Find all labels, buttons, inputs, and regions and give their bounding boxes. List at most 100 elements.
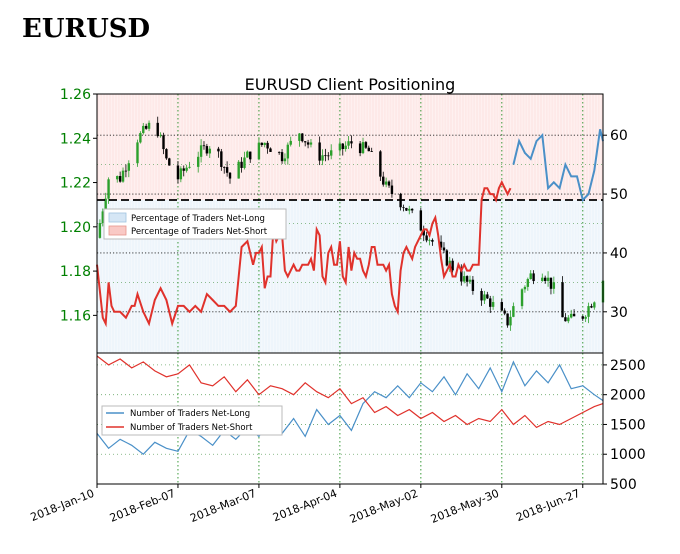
price-tick-label: 1.16 (60, 308, 91, 324)
legend-box (103, 208, 287, 240)
candle-body (364, 142, 368, 148)
candle-body (402, 207, 405, 209)
candle-body (463, 276, 466, 282)
candle-body (199, 145, 203, 157)
candle-body (367, 147, 370, 152)
candle-body (185, 167, 188, 171)
candle-body (572, 313, 576, 317)
candle-body (569, 313, 573, 318)
candle-body (445, 250, 449, 266)
candle-body (277, 151, 281, 153)
candle-body (327, 155, 330, 157)
candle-body (121, 170, 125, 182)
candle-body (350, 141, 353, 144)
candle-body (587, 306, 590, 317)
candle-body (387, 181, 391, 186)
candle-body (306, 142, 310, 145)
candle-body (442, 247, 446, 251)
series-pct-net-long (512, 129, 604, 202)
candle-body (116, 176, 119, 180)
x-tick-label: 2018-Apr-04 (271, 487, 339, 525)
candle-body (341, 143, 344, 150)
candle-body (549, 277, 553, 289)
candle-body (144, 125, 148, 129)
candle-body (590, 306, 593, 308)
candle-body (309, 142, 313, 145)
pct-tick-label: 40 (610, 246, 628, 262)
candle-body (257, 142, 261, 160)
candle-body (286, 144, 290, 159)
candle-body (506, 313, 509, 326)
candle-body (127, 163, 131, 171)
candle-body (321, 155, 324, 161)
count-tick-label: 1000 (610, 447, 646, 463)
price-tick-label: 1.22 (60, 176, 91, 192)
candle-body (451, 260, 454, 271)
candle-body (408, 208, 411, 211)
candle-body (523, 286, 527, 290)
candle-body (581, 316, 584, 319)
candle-body (532, 273, 535, 282)
positioning-panel: 1.16 1.18 1.20 1.22 1.24 1.26 30 40 50 60 Percen… (60, 87, 628, 354)
series-count-net-long (96, 360, 604, 456)
candle-body (324, 155, 327, 157)
candle-body (217, 148, 220, 152)
candle-body (159, 135, 162, 137)
candle-body (552, 282, 556, 289)
candle-body (223, 166, 226, 168)
candle-body (208, 148, 211, 154)
candle-body (205, 146, 209, 154)
candle-body (520, 289, 524, 307)
candle-body (410, 208, 414, 211)
candle-body (118, 176, 122, 182)
candle-body (197, 156, 200, 167)
candle-body (104, 198, 107, 212)
candle-body (431, 239, 434, 242)
candle-body (471, 279, 475, 291)
legend-label-count-long: Number of Traders Net-Long (130, 409, 250, 419)
candle-body (147, 122, 151, 129)
panel-frame (96, 352, 604, 485)
candle-body (202, 145, 206, 147)
candle-body (526, 279, 530, 287)
candle-body (564, 317, 567, 322)
candle-body (338, 143, 342, 151)
candle-body (465, 276, 469, 282)
candle-body (361, 142, 365, 154)
candle-body (543, 277, 547, 281)
candle-body (512, 306, 515, 317)
candle-body (243, 157, 246, 168)
candle-body (225, 167, 229, 173)
candle-body (162, 135, 165, 150)
series-pct-net-short (96, 180, 512, 328)
legend-label-net-long: Percentage of Traders Net-Long (131, 214, 265, 224)
candle-body (156, 122, 159, 137)
candle-body (330, 150, 333, 156)
count-tick-label: 1500 (610, 417, 646, 433)
legend-positioning: Percentage of Traders Net-Long Percentag… (103, 208, 287, 240)
x-tick-label: 2018-Mar-07 (188, 487, 258, 525)
candle-body (584, 316, 587, 319)
candle-body (179, 168, 183, 180)
pct-tick-label: 50 (610, 187, 628, 203)
candle-body (107, 179, 110, 199)
candle-body (98, 223, 102, 238)
legend-box (101, 405, 283, 436)
candle-body (509, 316, 512, 326)
candle-body (188, 166, 191, 168)
candle-body (280, 152, 284, 162)
candle-body (298, 133, 301, 141)
candle-body (370, 151, 373, 152)
candle-body (503, 310, 506, 314)
candle-body (289, 140, 292, 145)
candle-body (390, 185, 394, 194)
candle-body (347, 141, 350, 146)
candle-body (136, 142, 139, 164)
candle-body (182, 168, 185, 171)
candle-body (546, 277, 550, 281)
count-tick-label: 2000 (610, 388, 646, 404)
candle-body (561, 282, 564, 318)
candle-body (428, 239, 431, 241)
candle-body (358, 143, 362, 154)
